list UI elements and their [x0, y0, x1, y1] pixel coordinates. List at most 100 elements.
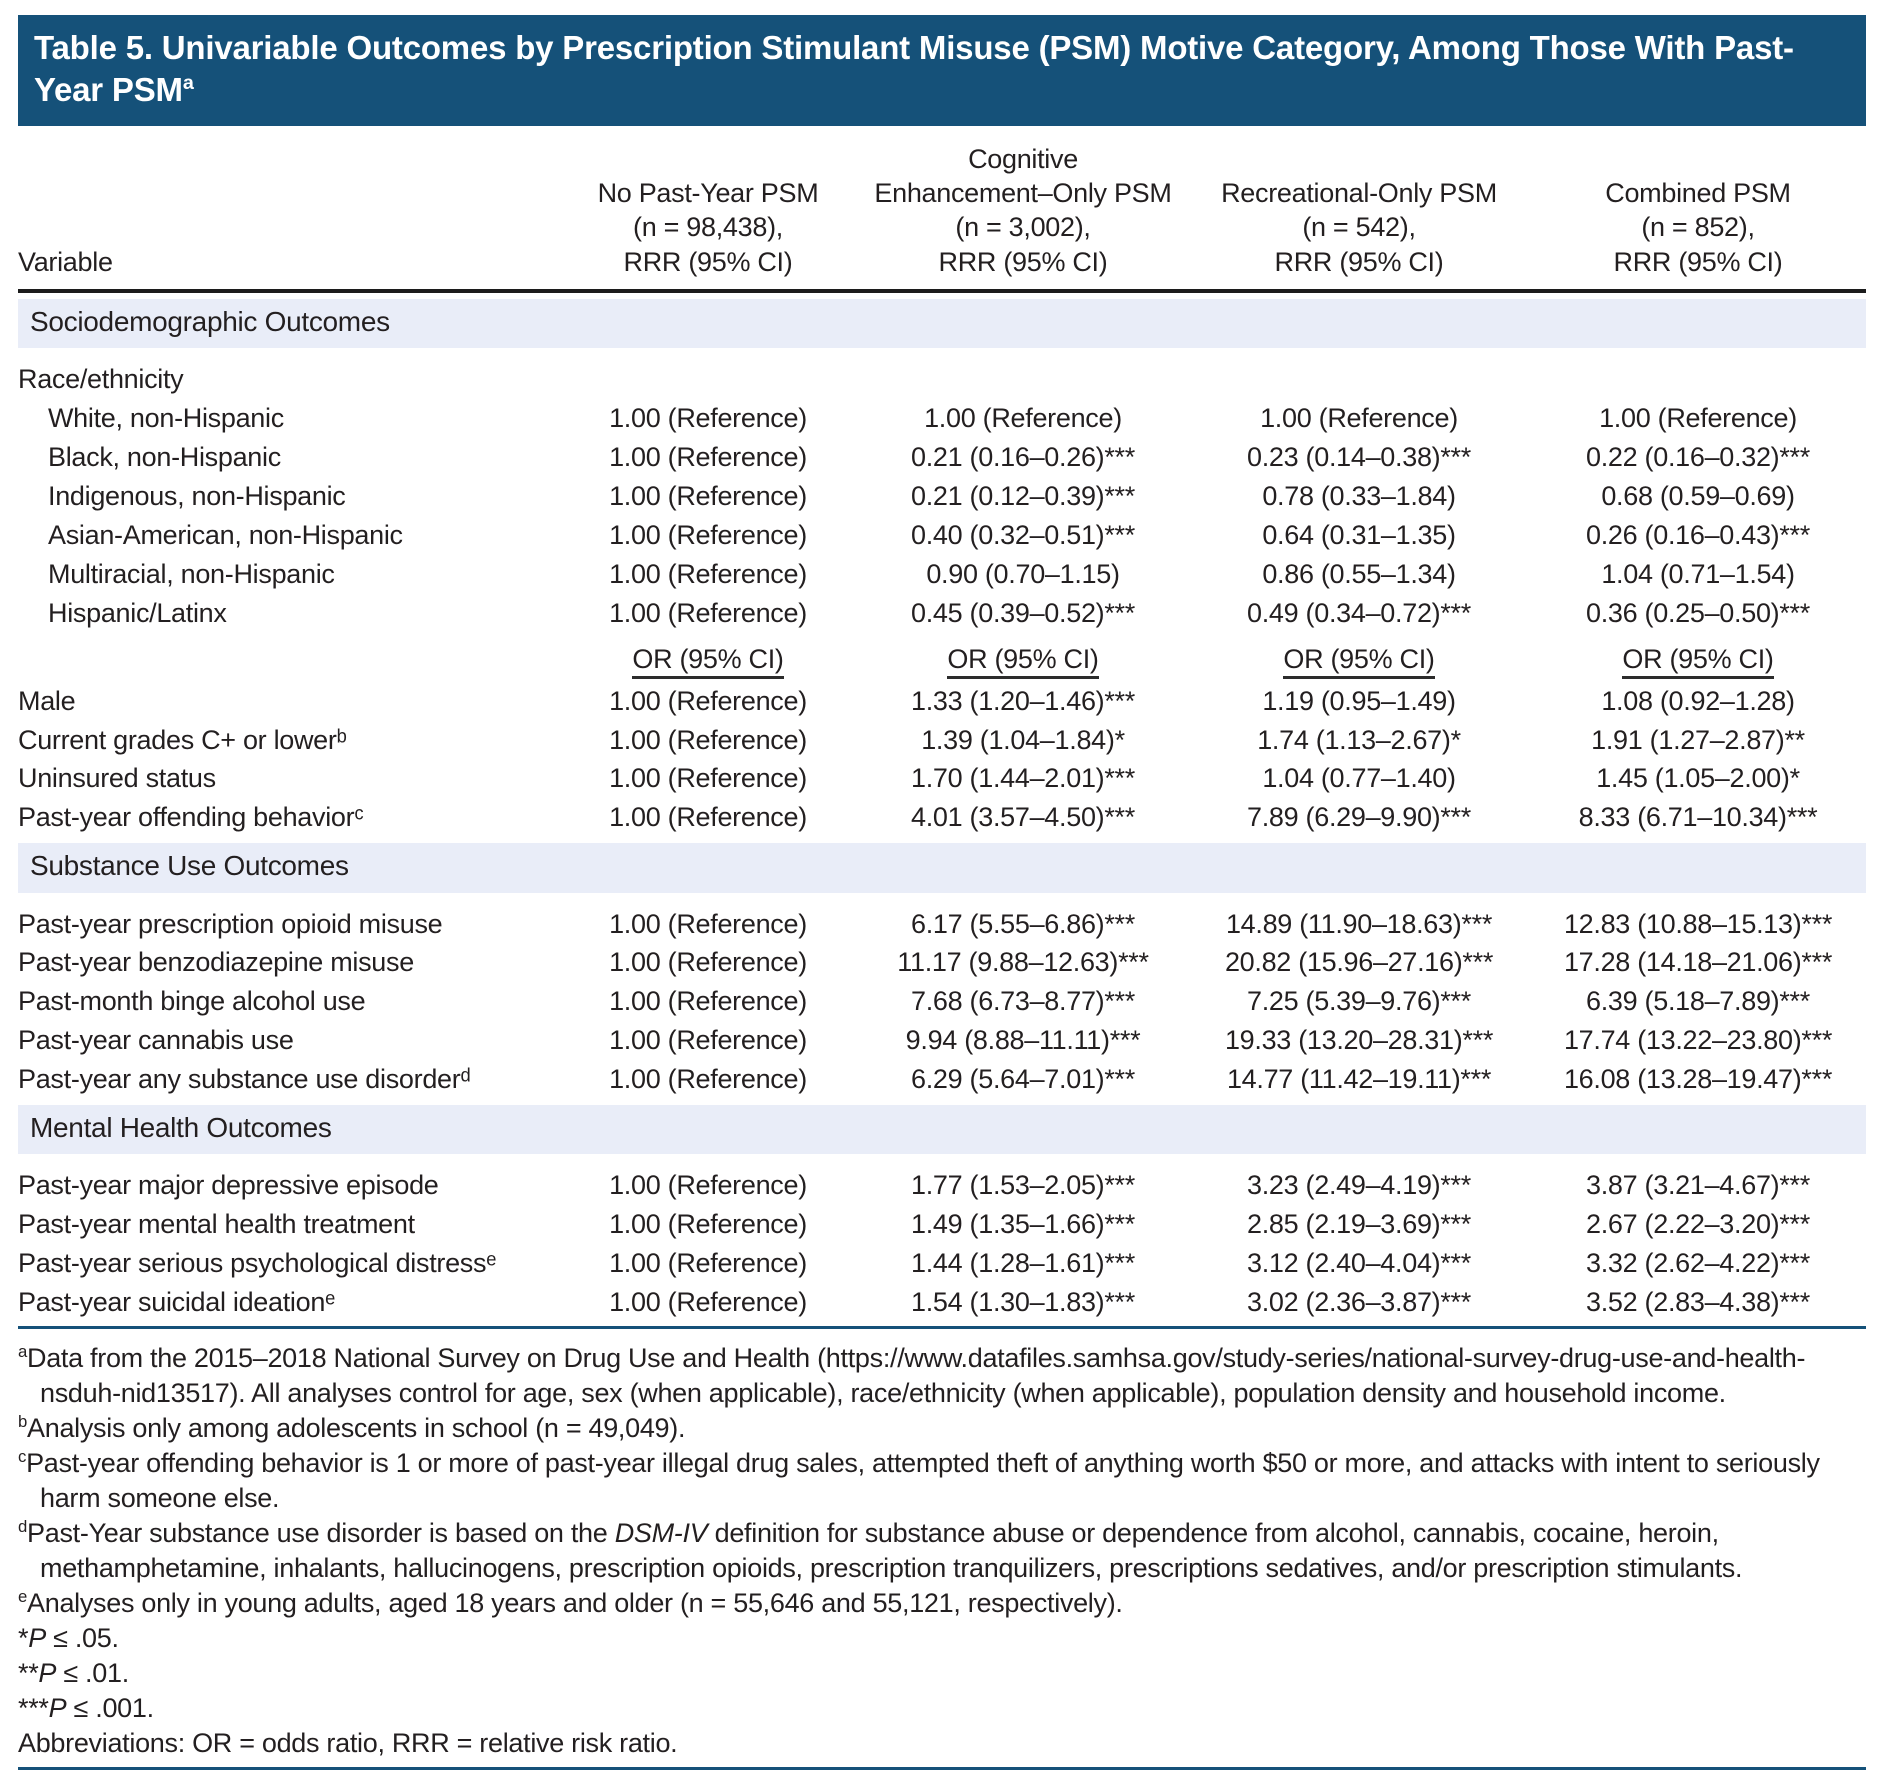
column-header-no-psm: No Past-Year PSM (n = 98,438), RRR (95% …: [558, 125, 858, 293]
table-row: Past-year major depressive episode 1.00 …: [18, 1163, 1866, 1205]
cell: 9.94 (8.88–11.11)***: [905, 1025, 1141, 1056]
footnote-marker: e: [18, 1587, 28, 1607]
cell: 1.39 (1.04–1.84)*: [921, 724, 1125, 755]
table-row: Multiracial, non-Hispanic 1.00 (Referenc…: [18, 555, 1866, 594]
cell: 12.83 (10.88–15.13)***: [1563, 908, 1833, 939]
table-row: Uninsured status 1.00 (Reference) 1.70 (…: [18, 759, 1866, 798]
table-row: Past-year offending behaviorᶜ 1.00 (Refe…: [18, 798, 1866, 837]
cell: 1.00 (Reference): [609, 441, 807, 472]
cell: 1.00 (Reference): [609, 1209, 807, 1240]
cell: 0.78 (0.33–1.84): [1262, 480, 1456, 511]
significance-note-001: ***P ≤ .001.: [18, 1693, 154, 1724]
cell: 1.00 (Reference): [1260, 403, 1458, 434]
cell: 1.00 (Reference): [609, 1287, 807, 1318]
row-label: Past-year suicidal ideationᵉ: [18, 1287, 335, 1318]
footnote-marker: c: [18, 1447, 27, 1467]
table-row: Past-year mental health treatment 1.00 (…: [18, 1205, 1866, 1244]
cell: 0.45 (0.39–0.52)***: [911, 597, 1135, 628]
footnote-d: dPast-Year substance use disorder is bas…: [18, 1517, 1743, 1584]
cell: 3.87 (3.21–4.67)***: [1586, 1170, 1810, 1201]
or-subheader: OR (95% CI): [947, 643, 1099, 679]
row-label: Past-year prescription opioid misuse: [18, 908, 443, 939]
column-header-variable: Variable: [18, 125, 558, 293]
table-title: Table 5. Univariable Outcomes by Prescri…: [34, 29, 1794, 108]
cell: 1.00 (Reference): [609, 947, 807, 978]
cell: 7.25 (5.39–9.76)***: [1247, 986, 1471, 1017]
group-label-row: Race/ethnicity: [18, 357, 1866, 399]
section-header-row: Mental Health Outcomes: [18, 1099, 1866, 1163]
cell: 0.21 (0.16–0.26)***: [911, 441, 1135, 472]
cell: 1.00 (Reference): [609, 480, 807, 511]
row-label: Asian-American, non-Hispanic: [48, 519, 403, 550]
table-row: Black, non-Hispanic 1.00 (Reference) 0.2…: [18, 438, 1866, 477]
row-label: Past-year offending behaviorᶜ: [18, 802, 364, 833]
cell: 6.39 (5.18–7.89)***: [1586, 986, 1810, 1017]
column-header-combined: Combined PSM (n = 852), RRR (95% CI): [1530, 125, 1866, 293]
or-subheader: OR (95% CI): [632, 643, 784, 679]
cell: 1.00 (Reference): [609, 685, 807, 716]
table-row: Hispanic/Latinx 1.00 (Reference) 0.45 (0…: [18, 594, 1866, 633]
cell: 1.00 (Reference): [609, 597, 807, 628]
row-label: Male: [18, 685, 76, 716]
table-title-bar: Table 5. Univariable Outcomes by Prescri…: [18, 15, 1866, 126]
table-row: Past-year prescription opioid misuse 1.0…: [18, 902, 1866, 944]
cell: 1.00 (Reference): [609, 1248, 807, 1279]
cell: 4.01 (3.57–4.50)***: [911, 802, 1135, 833]
row-label: Past-year cannabis use: [18, 1025, 294, 1056]
cell: 14.89 (11.90–18.63)***: [1225, 908, 1493, 939]
table-row: Past-year suicidal ideationᵉ 1.00 (Refer…: [18, 1283, 1866, 1322]
cell: 3.12 (2.40–4.04)***: [1247, 1248, 1471, 1279]
section-header-sociodemographic: Sociodemographic Outcomes: [18, 298, 1866, 349]
cell: 0.86 (0.55–1.34): [1262, 558, 1456, 589]
section-header-substance: Substance Use Outcomes: [18, 843, 1866, 893]
cell: 1.00 (Reference): [609, 986, 807, 1017]
row-label: Black, non-Hispanic: [48, 441, 281, 472]
cell: 0.21 (0.12–0.39)***: [911, 480, 1135, 511]
cell: 1.70 (1.44–2.01)***: [911, 763, 1135, 794]
cell: 3.32 (2.62–4.22)***: [1586, 1248, 1810, 1279]
cell: 1.33 (1.20–1.46)***: [911, 685, 1135, 716]
cell: 0.68 (0.59–0.69): [1601, 480, 1795, 511]
cell: 0.36 (0.25–0.50)***: [1586, 597, 1810, 628]
cell: 1.08 (0.92–1.28): [1601, 685, 1795, 716]
cell: 2.67 (2.22–3.20)***: [1586, 1209, 1810, 1240]
cell: 0.90 (0.70–1.15): [926, 558, 1120, 589]
column-header-recreational: Recreational-Only PSM (n = 542), RRR (95…: [1188, 125, 1530, 293]
cell: 1.00 (Reference): [1599, 403, 1797, 434]
footnote-marker: b: [18, 1412, 28, 1432]
cell: 7.89 (6.29–9.90)***: [1247, 802, 1471, 833]
cell: 1.00 (Reference): [609, 1025, 807, 1056]
row-label: Past-year major depressive episode: [18, 1170, 439, 1201]
section-header-row: Substance Use Outcomes: [18, 837, 1866, 901]
row-label: Uninsured status: [18, 763, 216, 794]
cell: 1.45 (1.05–2.00)*: [1596, 763, 1800, 794]
table-row: Asian-American, non-Hispanic 1.00 (Refer…: [18, 516, 1866, 555]
table-row: Past-year cannabis use 1.00 (Reference) …: [18, 1021, 1866, 1060]
group-label: Race/ethnicity: [18, 364, 184, 395]
footnote-marker: d: [18, 1517, 28, 1537]
table-row: Past-year any substance use disorderᵈ 1.…: [18, 1060, 1866, 1099]
cell: 1.00 (Reference): [609, 763, 807, 794]
column-header-row: Variable No Past-Year PSM (n = 98,438), …: [18, 125, 1866, 293]
row-label: Past-year mental health treatment: [18, 1209, 415, 1240]
cell: 1.00 (Reference): [609, 403, 807, 434]
or-subheader: OR (95% CI): [1283, 643, 1435, 679]
cell: 17.74 (13.22–23.80)***: [1563, 1025, 1833, 1056]
cell: 0.49 (0.34–0.72)***: [1247, 597, 1471, 628]
cell: 0.26 (0.16–0.43)***: [1586, 519, 1810, 550]
table-row: Past-year serious psychological distress…: [18, 1244, 1866, 1283]
cell: 19.33 (13.20–28.31)***: [1224, 1025, 1494, 1056]
row-label: Indigenous, non-Hispanic: [48, 480, 346, 511]
footnote-a: aData from the 2015–2018 National Survey…: [18, 1342, 1806, 1409]
cell: 11.17 (9.88–12.63)***: [897, 947, 1149, 978]
footnotes: aData from the 2015–2018 National Survey…: [18, 1329, 1866, 1761]
cell: 1.04 (0.77–1.40): [1262, 763, 1456, 794]
cell: 1.00 (Reference): [609, 802, 807, 833]
cell: 1.74 (1.13–2.67)*: [1257, 724, 1461, 755]
cell: 1.54 (1.30–1.83)***: [911, 1287, 1135, 1318]
page-bottom-rule: [18, 1767, 1866, 1771]
cell: 1.00 (Reference): [609, 558, 807, 589]
cell: 14.77 (11.42–19.11)***: [1226, 1064, 1492, 1095]
footnote-c: cPast-year offending behavior is 1 or mo…: [18, 1447, 1820, 1514]
